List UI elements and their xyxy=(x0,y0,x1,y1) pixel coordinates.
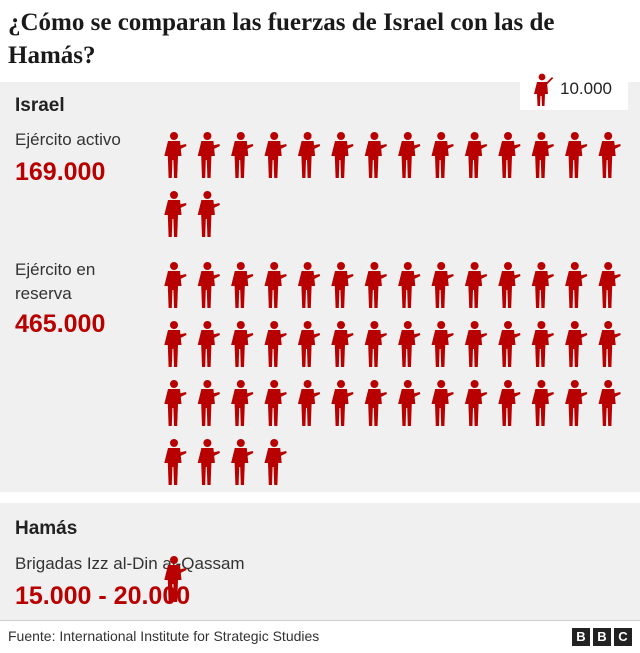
bbc-logo: B B C xyxy=(572,628,632,646)
soldier-icon xyxy=(197,439,220,485)
soldier-icon xyxy=(231,262,254,308)
soldier-icon xyxy=(431,132,454,178)
soldier-icon xyxy=(531,380,554,426)
soldier-icon xyxy=(197,380,220,426)
soldier-icon xyxy=(364,321,387,367)
soldier-icon xyxy=(565,321,588,367)
group-label-hamas: Hamás xyxy=(15,518,78,539)
soldier-icon xyxy=(598,262,621,308)
soldier-icon xyxy=(164,132,187,178)
category-value-reserve: 465.000 xyxy=(15,310,106,338)
soldier-icon xyxy=(231,439,254,485)
soldier-icon xyxy=(164,262,187,308)
range-soldier-icon xyxy=(198,556,220,602)
soldier-icon xyxy=(598,132,621,178)
soldier-icon xyxy=(398,380,421,426)
soldier-icon xyxy=(531,132,554,178)
partial-soldier-icon xyxy=(231,191,253,237)
soldier-icon xyxy=(331,380,354,426)
soldier-icon xyxy=(464,262,488,308)
soldier-icon xyxy=(598,380,621,426)
source-note: Fuente: International Institute for Stra… xyxy=(8,628,320,644)
soldier-icon xyxy=(398,132,421,178)
category-value-qassam: 15.000 - 20.000 xyxy=(15,582,191,610)
divider xyxy=(0,620,640,621)
soldier-icon xyxy=(164,321,187,367)
partial-soldier-icon xyxy=(298,439,320,485)
soldier-icon xyxy=(364,132,387,178)
group-label-israel: Israel xyxy=(15,95,65,116)
soldier-icon xyxy=(264,262,287,308)
soldier-icon xyxy=(264,132,287,178)
soldier-icon xyxy=(164,380,187,426)
soldier-icon xyxy=(464,321,488,367)
soldier-icon xyxy=(264,321,287,367)
bbc-logo-letter: B xyxy=(593,628,611,646)
soldier-icon xyxy=(297,321,321,367)
soldier-icon xyxy=(197,132,220,178)
soldier-icon xyxy=(364,380,387,426)
legend-soldier-icon xyxy=(534,73,554,106)
bbc-logo-letter: B xyxy=(572,628,590,646)
soldier-icon xyxy=(498,132,521,178)
category-label-active: Ejército activo xyxy=(15,130,121,149)
soldier-icon xyxy=(498,262,521,308)
soldier-icon xyxy=(331,321,354,367)
soldier-icon xyxy=(398,262,421,308)
legend-label: 10.000 xyxy=(560,79,612,98)
range-soldier-min xyxy=(198,556,220,602)
soldier-icon xyxy=(331,132,354,178)
category-value-active: 169.000 xyxy=(15,158,106,186)
soldier-icon xyxy=(297,380,321,426)
soldier-icon xyxy=(297,132,321,178)
soldier-icon xyxy=(164,439,187,485)
soldier-icon xyxy=(398,321,421,367)
chart-title: ¿Cómo se comparan las fuerzas de Israel … xyxy=(8,9,555,69)
soldier-icon xyxy=(431,321,454,367)
soldier-icon xyxy=(264,439,287,485)
soldier-icon xyxy=(565,380,588,426)
soldier-icon xyxy=(498,380,521,426)
category-label-qassam: Brigadas Izz al-Din al-Qassam xyxy=(15,554,245,573)
soldier-icon xyxy=(231,132,254,178)
soldier-icon xyxy=(431,380,454,426)
soldier-icon xyxy=(231,321,254,367)
soldier-icon xyxy=(164,556,187,602)
partial-soldier-icon-fill xyxy=(231,191,253,237)
soldier-icon xyxy=(464,380,488,426)
soldier-icon xyxy=(565,262,588,308)
bbc-logo-letter: C xyxy=(614,628,632,646)
soldier-icon xyxy=(231,380,254,426)
soldier-icon xyxy=(297,262,321,308)
soldier-icon xyxy=(197,321,220,367)
soldier-icon xyxy=(598,321,621,367)
soldier-icon xyxy=(197,262,220,308)
partial-soldier-icon-fill xyxy=(298,439,320,485)
soldier-icon xyxy=(464,132,488,178)
legend: 10.000 xyxy=(520,70,628,110)
soldier-icon xyxy=(531,262,554,308)
soldier-icon xyxy=(197,191,220,237)
soldier-icon xyxy=(565,132,588,178)
soldier-icon xyxy=(264,380,287,426)
soldier-icon xyxy=(431,262,454,308)
soldier-icon xyxy=(498,321,521,367)
category-label-reserve: Ejército en reserva xyxy=(15,260,96,303)
soldier-icon xyxy=(331,262,354,308)
hamas-panel xyxy=(0,503,640,620)
soldier-icon xyxy=(531,321,554,367)
soldier-icon xyxy=(164,191,187,237)
soldier-icon xyxy=(364,262,387,308)
range-soldier-max xyxy=(198,556,220,602)
